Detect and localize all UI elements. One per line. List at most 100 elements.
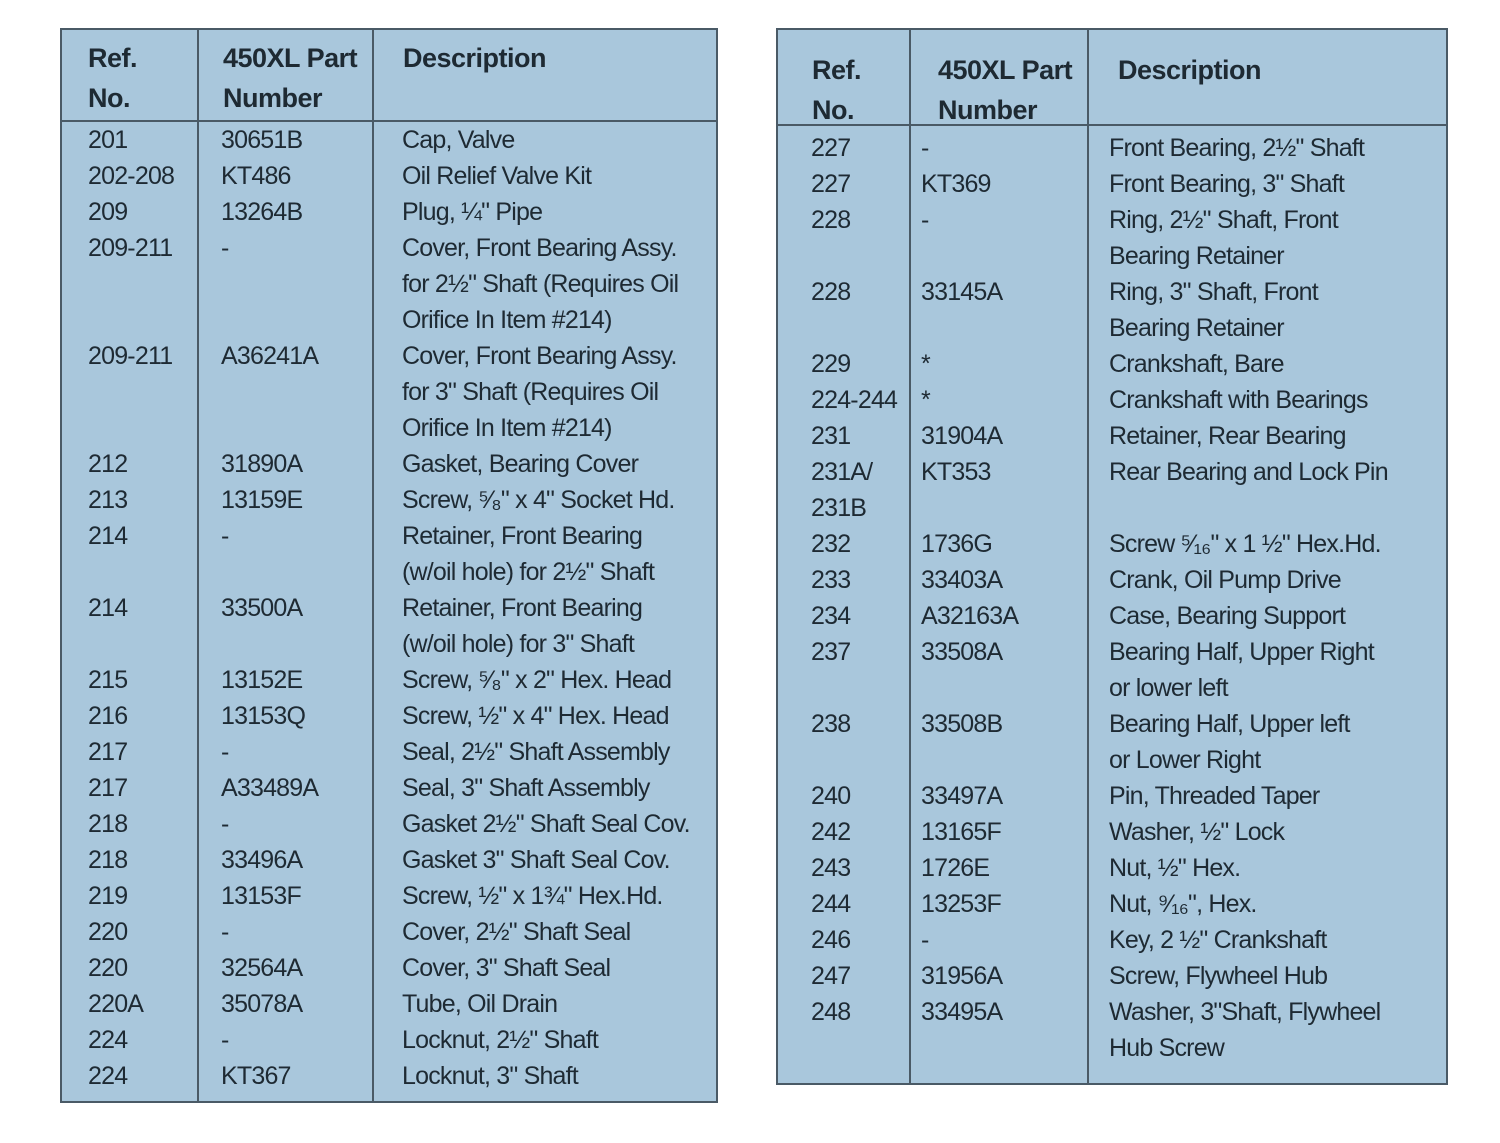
cell-part-number: 31904A <box>921 422 1003 450</box>
cell-part-number: * <box>921 386 931 414</box>
cell-ref-no: 248 <box>811 998 851 1026</box>
cell-description: Cap, Valve <box>402 126 515 154</box>
cell-description: Ring, 2½" Shaft, Front Bearing Retainer <box>1109 206 1339 270</box>
table-row: 228 33145A Ring, 3" Shaft, Front Bearing R… <box>778 274 1446 346</box>
cell-description: Seal, 2½" Shaft Assembly <box>402 738 670 766</box>
cell-ref-no: 202-208 <box>88 162 175 190</box>
cell-description: Key, 2 ½" Crankshaft <box>1109 926 1327 954</box>
table-row: 218 33496A Gasket 3" Shaft Seal Cov. <box>62 842 716 878</box>
cell-ref-no: 217 <box>88 774 128 802</box>
cell-description: Screw, ½" x 1¾" Hex.Hd. <box>402 882 663 910</box>
table-row: 240 33497A Pin, Threaded Taper <box>778 778 1446 814</box>
table-row: 248 33495A Washer, 3"Shaft, Flywheel Hub S… <box>778 994 1446 1066</box>
cell-ref-no: 224-244 <box>811 386 898 414</box>
table-row: 216 13153Q Screw, ½" x 4" Hex. Head <box>62 698 716 734</box>
cell-ref-no: 212 <box>88 450 128 478</box>
table-row: 209-211 - Cover, Front Bearing Assy. for 2… <box>62 230 716 338</box>
cell-ref-no: 214 <box>88 522 128 550</box>
cell-ref-no: 216 <box>88 702 128 730</box>
table-row: 201 30651B Cap, Valve <box>62 122 716 158</box>
table-row: 228 - Ring, 2½" Shaft, Front Bearing Retai… <box>778 202 1446 274</box>
cell-part-number: KT369 <box>921 170 991 198</box>
cell-part-number: KT353 <box>921 458 991 486</box>
cell-description: Cover, 2½" Shaft Seal <box>402 918 631 946</box>
table-row: 224 - Locknut, 2½" Shaft <box>62 1022 716 1058</box>
cell-part-number: 35078A <box>221 990 303 1018</box>
cell-description: Nut, ½" Hex. <box>1109 854 1241 882</box>
cell-description: Retainer, Rear Bearing <box>1109 422 1347 450</box>
cell-description: Screw, ½" x 4" Hex. Head <box>402 702 670 730</box>
cell-ref-no: 219 <box>88 882 128 910</box>
cell-part-number: 13264B <box>221 198 303 226</box>
parts-table-right: Ref. No. 450XL Part Number Description 2… <box>776 28 1448 1085</box>
table-row: 233 33403A Crank, Oil Pump Drive <box>778 562 1446 598</box>
cell-description: Retainer, Front Bearing (w/oil hole) for… <box>402 594 643 658</box>
cell-part-number: 32564A <box>221 954 303 982</box>
cell-description: Locknut, 2½" Shaft <box>402 1026 599 1054</box>
cell-ref-no: 220A <box>88 990 144 1018</box>
cell-description: Screw, Flywheel Hub <box>1109 962 1328 990</box>
table-row: 219 13153F Screw, ½" x 1¾" Hex.Hd. <box>62 878 716 914</box>
cell-description: Crankshaft with Bearings <box>1109 386 1369 414</box>
cell-ref-no: 209-211 <box>88 342 173 370</box>
cell-description: Cover, Front Bearing Assy. for 3" Shaft … <box>402 342 678 442</box>
cell-part-number: 33145A <box>921 278 1003 306</box>
cell-description: Bearing Half, Upper Right or lower left <box>1109 638 1375 702</box>
table-row: 234 A32163A Case, Bearing Support <box>778 598 1446 634</box>
cell-part-number: 13153F <box>221 882 302 910</box>
cell-description: Plug, ¼" Pipe <box>402 198 543 226</box>
column-divider <box>909 30 911 1083</box>
cell-part-number: 33496A <box>221 846 303 874</box>
cell-description: Crank, Oil Pump Drive <box>1109 566 1342 594</box>
header-ref-no: Ref. No. <box>812 55 862 125</box>
table-row: 215 13152E Screw, ⁵⁄₈" x 2" Hex. Head <box>62 662 716 698</box>
table-row: 231A/ 231B KT353 Rear Bearing and Lock Pin <box>778 454 1446 526</box>
cell-description: Locknut, 3" Shaft <box>402 1062 579 1090</box>
table-row: 220 32564A Cover, 3" Shaft Seal <box>62 950 716 986</box>
cell-ref-no: 227 <box>811 170 851 198</box>
cell-description: Crankshaft, Bare <box>1109 350 1285 378</box>
header-divider <box>778 124 1446 126</box>
parts-table-left: Ref. No. 450XL Part Number Description 2… <box>60 28 718 1103</box>
cell-ref-no: 232 <box>811 530 851 558</box>
cell-description: Gasket, Bearing Cover <box>402 450 639 478</box>
cell-part-number: A33489A <box>221 774 319 802</box>
cell-description: Case, Bearing Support <box>1109 602 1346 630</box>
cell-part-number: 33508B <box>921 710 1003 738</box>
table-row: 238 33508B Bearing Half, Upper left or Low… <box>778 706 1446 778</box>
cell-part-number: 30651B <box>221 126 303 154</box>
cell-part-number: 33497A <box>921 782 1003 810</box>
cell-description: Cover, Front Bearing Assy. for 2½" Shaft… <box>402 234 679 334</box>
cell-part-number: - <box>221 918 229 946</box>
cell-part-number: - <box>221 810 229 838</box>
cell-description: Screw, ⁵⁄₈" x 4" Socket Hd. <box>402 486 675 514</box>
table-row: 220A 35078A Tube, Oil Drain <box>62 986 716 1022</box>
cell-part-number: 13159E <box>221 486 303 514</box>
cell-part-number: 1736G <box>921 530 993 558</box>
cell-ref-no: 238 <box>811 710 851 738</box>
cell-description: Front Bearing, 3" Shaft <box>1109 170 1345 198</box>
cell-ref-no: 201 <box>88 126 128 154</box>
table-row: 237 33508A Bearing Half, Upper Right or lo… <box>778 634 1446 706</box>
column-divider <box>372 30 374 1101</box>
cell-part-number: - <box>921 206 929 234</box>
cell-ref-no: 246 <box>811 926 851 954</box>
cell-description: Pin, Threaded Taper <box>1109 782 1320 810</box>
cell-description: Gasket 3" Shaft Seal Cov. <box>402 846 671 874</box>
table-row: 227 KT369 Front Bearing, 3" Shaft <box>778 166 1446 202</box>
cell-description: Washer, ½" Lock <box>1109 818 1285 846</box>
cell-part-number: 13165F <box>921 818 1002 846</box>
cell-ref-no: 244 <box>811 890 851 918</box>
table-row: 229 * Crankshaft, Bare <box>778 346 1446 382</box>
cell-ref-no: 224 <box>88 1062 128 1090</box>
cell-description: Bearing Half, Upper left or Lower Right <box>1109 710 1350 774</box>
header-ref-no: Ref. No. <box>88 43 138 113</box>
cell-ref-no: 231A/ 231B <box>811 458 873 522</box>
cell-part-number: 31890A <box>221 450 303 478</box>
cell-ref-no: 217 <box>88 738 128 766</box>
cell-ref-no: 229 <box>811 350 851 378</box>
table-row: 224 KT367 Locknut, 3" Shaft <box>62 1058 716 1094</box>
cell-part-number: - <box>221 738 229 766</box>
cell-ref-no: 224 <box>88 1026 128 1054</box>
cell-ref-no: 242 <box>811 818 851 846</box>
